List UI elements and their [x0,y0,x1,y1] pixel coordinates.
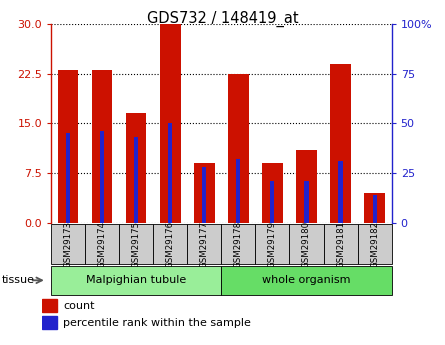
Bar [51,266,222,295]
Bar [290,224,324,264]
Bar [153,224,187,264]
Bar [262,163,283,223]
Bar [119,224,153,264]
Text: tissue: tissue [2,275,35,285]
Text: whole organism: whole organism [262,275,351,285]
Text: GSM29173: GSM29173 [64,220,73,268]
Bar [51,224,85,264]
Text: GSM29175: GSM29175 [132,220,141,268]
Bar [236,159,240,223]
Bar [296,150,317,223]
Bar [255,224,290,264]
Bar [271,181,275,223]
Bar [168,124,172,223]
Text: percentile rank within the sample: percentile rank within the sample [63,318,251,328]
Text: GSM29176: GSM29176 [166,220,175,268]
Bar [228,74,249,223]
Bar [358,224,392,264]
Bar [126,114,146,223]
Bar [222,224,255,264]
Bar [324,224,358,264]
Text: GSM29180: GSM29180 [302,220,311,268]
Bar [194,163,214,223]
Text: GSM29179: GSM29179 [268,220,277,268]
Bar [160,24,181,223]
Bar [364,193,385,223]
Bar [66,133,70,223]
Bar [372,195,376,223]
Bar [42,299,57,312]
Text: GSM29182: GSM29182 [370,220,379,268]
Bar [202,167,206,223]
Bar [42,316,57,329]
Bar [85,224,119,264]
Text: count: count [63,301,95,310]
Bar [330,64,351,223]
Bar [187,224,222,264]
Bar [92,70,113,223]
Bar [100,131,104,223]
Text: GDS732 / 148419_at: GDS732 / 148419_at [147,10,298,27]
Bar [222,266,392,295]
Text: GSM29174: GSM29174 [98,220,107,268]
Bar [58,70,78,223]
Bar [134,137,138,223]
Text: Malpighian tubule: Malpighian tubule [86,275,186,285]
Text: GSM29181: GSM29181 [336,220,345,268]
Text: GSM29177: GSM29177 [200,220,209,268]
Bar [304,181,308,223]
Bar [339,161,343,223]
Text: GSM29178: GSM29178 [234,220,243,268]
